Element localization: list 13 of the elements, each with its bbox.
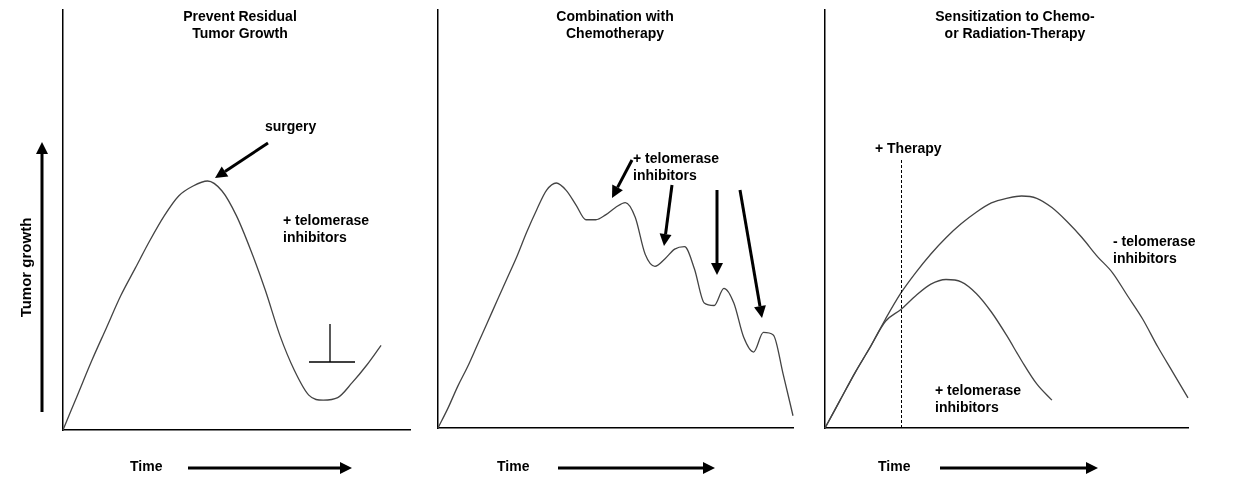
series-label: - telomerase inhibitors (1113, 233, 1197, 267)
x-axis-title: Time (497, 458, 530, 475)
annotation: + telomerase inhibitors (633, 150, 720, 184)
annotation: + telomerase inhibitors (283, 212, 370, 246)
x-axis-title: Time (878, 458, 911, 475)
y-axis-title: Tumor growth (16, 216, 34, 320)
x-axis-title: Time (130, 458, 163, 475)
text: surgery (265, 118, 318, 135)
series-label: + telomerase inhibitors (935, 382, 1022, 416)
chart-title: Sensitization to Chemo- or Radiation-Therapy (934, 8, 1096, 42)
chart-title: Prevent Residual Tumor Growth (182, 8, 298, 42)
chart-title: Combination with Chemotherapy (555, 8, 675, 42)
text: + Therapy (875, 140, 943, 157)
